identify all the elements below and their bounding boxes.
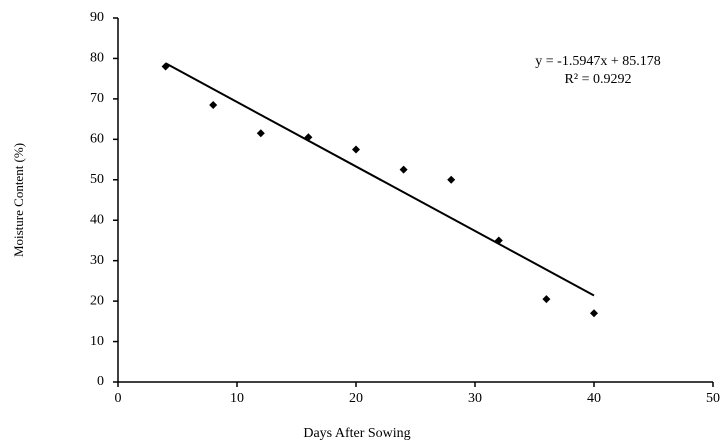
y-tick-label: 50 <box>90 172 104 187</box>
y-tick-label: 90 <box>90 10 104 25</box>
data-point <box>590 309 598 318</box>
x-tick-label: 20 <box>349 391 363 406</box>
data-point <box>494 236 503 245</box>
y-tick-label: 70 <box>90 91 104 106</box>
data-point <box>447 175 456 184</box>
y-tick-label: 30 <box>90 253 104 268</box>
y-axis-label: Moisture Content (%) <box>11 143 26 257</box>
data-point <box>304 133 313 142</box>
x-tick-label: 50 <box>706 391 720 406</box>
r-squared: R² = 0.9292 <box>565 72 632 87</box>
x-tick-label: 40 <box>587 391 601 406</box>
x-tick-label: 30 <box>468 391 482 406</box>
data-point <box>256 129 265 138</box>
x-tick-label: 0 <box>115 391 122 406</box>
y-tick-label: 20 <box>90 293 104 308</box>
x-tick-label: 10 <box>230 391 244 406</box>
y-tick-label: 10 <box>90 334 104 349</box>
equation: y = -1.5947x + 85.178 <box>535 54 660 69</box>
data-point <box>542 295 551 304</box>
data-point <box>399 165 408 174</box>
trendline <box>165 62 595 297</box>
data-point <box>161 62 170 71</box>
y-tick-label: 60 <box>90 132 104 147</box>
data-point <box>352 145 360 154</box>
y-tick-label: 40 <box>90 212 104 227</box>
y-tick-label: 0 <box>97 374 104 389</box>
x-axis-label: Days After Sowing <box>303 426 410 441</box>
y-tick-label: 80 <box>90 51 104 66</box>
data-point <box>209 100 218 109</box>
